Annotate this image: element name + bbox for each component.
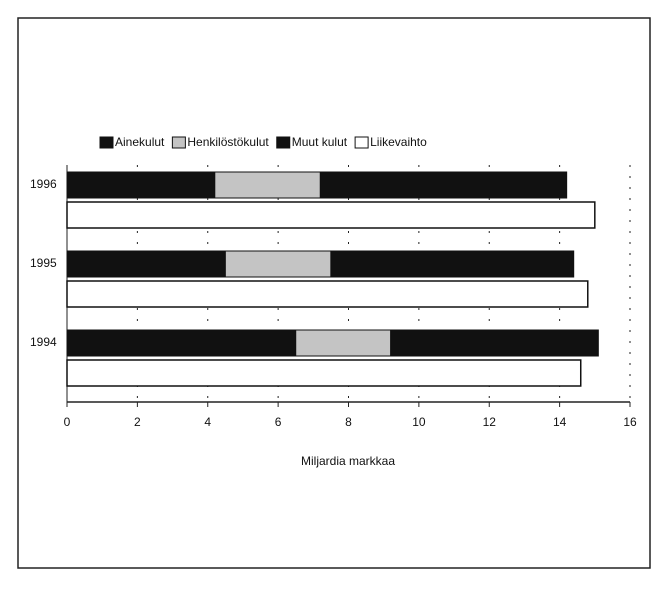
bar-segment xyxy=(214,171,321,199)
bar-segment xyxy=(66,250,226,278)
legend-swatch xyxy=(99,136,114,149)
y-tick-label: 1994 xyxy=(30,335,57,349)
y-tick-label: 1996 xyxy=(30,177,57,191)
x-axis-label: Miljardia markkaa xyxy=(301,454,395,468)
bar-segment xyxy=(330,250,575,278)
x-tick-label: 6 xyxy=(275,415,282,429)
legend-swatch xyxy=(276,136,291,149)
frame xyxy=(17,17,651,569)
bar-segment xyxy=(66,171,216,199)
bar-segment xyxy=(295,329,392,357)
x-tick-label: 14 xyxy=(553,415,567,429)
legend-swatch xyxy=(171,136,186,149)
x-tick-label: 8 xyxy=(345,415,352,429)
legend-label: Liikevaihto xyxy=(370,135,427,149)
x-tick-label: 10 xyxy=(412,415,426,429)
legend-label: Henkilöstökulut xyxy=(187,135,269,149)
bar-segment xyxy=(319,171,568,199)
x-tick-label: 16 xyxy=(623,415,637,429)
bar-segment xyxy=(66,329,297,357)
x-tick-label: 0 xyxy=(64,415,71,429)
y-tick-label: 1995 xyxy=(30,256,57,270)
x-tick-label: 12 xyxy=(483,415,497,429)
legend-label: Ainekulut xyxy=(115,135,165,149)
legend-swatch xyxy=(354,136,369,149)
bar-segment xyxy=(390,329,599,357)
legend-label: Muut kulut xyxy=(292,135,348,149)
bar-segment xyxy=(224,250,332,278)
bar xyxy=(66,359,582,387)
bar xyxy=(66,201,596,229)
bar xyxy=(66,280,589,308)
x-tick-label: 2 xyxy=(134,415,141,429)
x-tick-label: 4 xyxy=(204,415,211,429)
